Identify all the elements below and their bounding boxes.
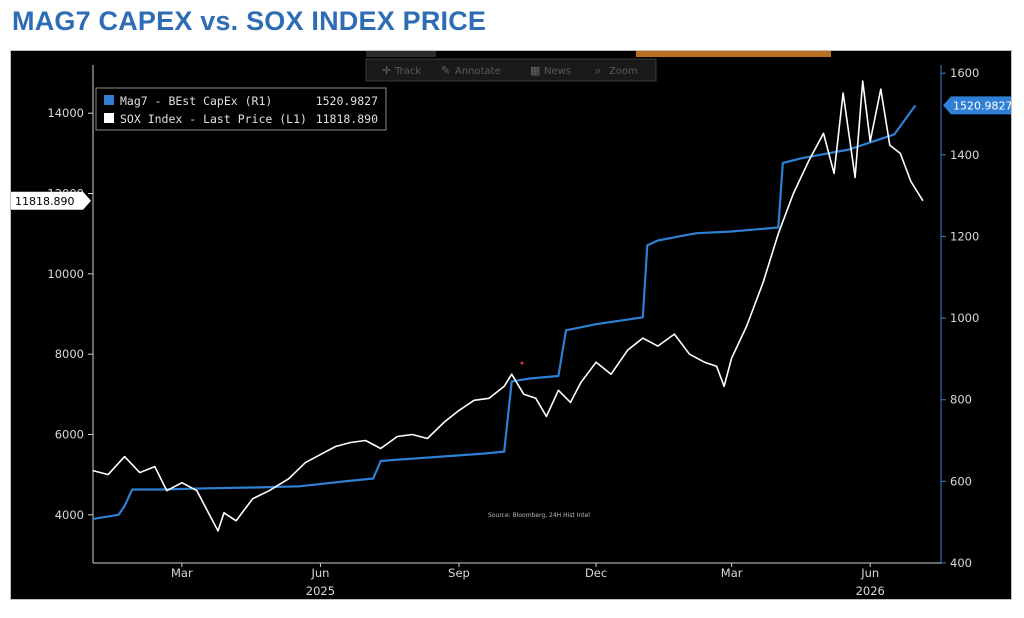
left-tick-label: 8000 bbox=[55, 347, 84, 361]
left-last-value: 11818.890 bbox=[15, 195, 75, 208]
series-line-sox bbox=[92, 80, 924, 532]
right-tick-label: 600 bbox=[950, 474, 972, 488]
right-last-value: 1520.9827 bbox=[953, 99, 1011, 112]
left-tick-label: 4000 bbox=[55, 508, 84, 522]
page-title: MAG7 CAPEX vs. SOX INDEX PRICE bbox=[12, 6, 487, 36]
x-axis-ticks: Mar Jun Sep Dec Mar Jun 2025 2026 bbox=[171, 563, 885, 598]
news-icon: ▦ bbox=[530, 64, 540, 77]
left-axis-ticks: 400060008000100001200014000 bbox=[47, 106, 93, 522]
news-label: News bbox=[544, 66, 571, 77]
annotate-label: Annotate bbox=[455, 66, 501, 77]
line-chart: ✛ Track ✎ Annotate ▦ News ⌕ Zoom 4000 600… bbox=[11, 51, 1011, 598]
legend-label-sox: SOX Index - Last Price (L1) bbox=[120, 112, 307, 126]
legend-value-capex: 1520.9827 bbox=[316, 94, 378, 108]
legend-swatch-capex bbox=[104, 95, 114, 105]
x-tick-label: Mar bbox=[721, 566, 743, 580]
right-tick-label: 1400 bbox=[950, 148, 979, 162]
news-button[interactable]: ▦ News bbox=[530, 64, 571, 77]
legend-label-capex: Mag7 - BEst CapEx (R1) bbox=[120, 94, 272, 108]
right-tick-label: 1200 bbox=[950, 229, 979, 243]
source-note: Source: Bloomberg, 24H Hist Intel bbox=[488, 512, 590, 519]
left-tick-label: 6000 bbox=[55, 427, 84, 441]
chart-legend: Mag7 - BEst CapEx (R1) 1520.9827 SOX Ind… bbox=[95, 87, 387, 131]
magnifier-icon: ⌕ bbox=[595, 64, 601, 77]
crosshair-icon: ✛ bbox=[382, 64, 391, 77]
right-tick-label: 1600 bbox=[950, 66, 979, 80]
annotate-button[interactable]: ✎ Annotate bbox=[441, 64, 501, 77]
pencil-icon: ✎ bbox=[441, 64, 450, 77]
zoom-label: Zoom bbox=[609, 66, 638, 77]
x-tick-label: Dec bbox=[585, 566, 607, 580]
left-tick-label: 10000 bbox=[47, 267, 84, 281]
chart-toolbar: ✛ Track ✎ Annotate ▦ News ⌕ Zoom bbox=[365, 51, 831, 82]
x-year-label: 2025 bbox=[306, 584, 335, 598]
track-label: Track bbox=[394, 66, 421, 77]
chart-panel: ✛ Track ✎ Annotate ▦ News ⌕ Zoom 4000 600… bbox=[10, 50, 1012, 600]
right-last-value-tag: 1520.9827 bbox=[943, 96, 1011, 115]
left-tick-label: 14000 bbox=[47, 106, 84, 120]
track-button[interactable]: ✛ Track bbox=[382, 64, 421, 77]
series-line-capex bbox=[92, 104, 917, 520]
legend-swatch-sox bbox=[104, 113, 114, 123]
zoom-button[interactable]: ⌕ Zoom bbox=[595, 64, 638, 77]
x-tick-label: Jun bbox=[310, 566, 329, 580]
legend-value-sox: 11818.890 bbox=[316, 112, 378, 126]
right-axis-ticks: 400 600 800 1000 1200 1400 1600 bbox=[941, 66, 979, 570]
x-tick-label: Mar bbox=[171, 566, 193, 580]
marker-dot bbox=[520, 361, 524, 365]
right-tick-label: 800 bbox=[950, 393, 972, 407]
x-tick-label: Sep bbox=[448, 566, 470, 580]
x-year-label: 2026 bbox=[856, 584, 885, 598]
x-tick-label: Jun bbox=[860, 566, 879, 580]
right-tick-label: 1000 bbox=[950, 311, 979, 325]
right-tick-label: 400 bbox=[950, 556, 972, 570]
left-last-value-tag: 11818.890 bbox=[11, 191, 91, 210]
